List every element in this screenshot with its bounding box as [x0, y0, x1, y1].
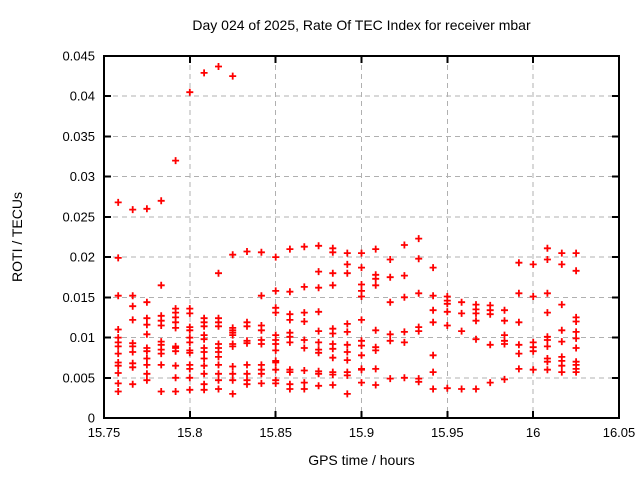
y-tick-labels: 0 0.005 0.01 0.015 0.02 0.025 0.03 0.035 0.04 0.0… [62, 49, 95, 426]
data-points [114, 63, 580, 398]
x-tick-label: 15.9 [349, 425, 374, 440]
y-tick-label: 0.025 [62, 209, 95, 224]
x-tick-label: 16 [526, 425, 540, 440]
y-tick-label: 0.04 [70, 89, 95, 104]
chart-title: Day 024 of 2025, Rate Of TEC Index for r… [192, 17, 531, 33]
x-tick-labels: 15.75 15.8 15.85 15.9 15.95 16 16.05 [88, 425, 636, 440]
y-tick-label: 0.01 [70, 330, 95, 345]
y-tick-label: 0.03 [70, 169, 95, 184]
y-tick-label: 0.02 [70, 250, 95, 265]
y-tick-label: 0.015 [62, 290, 95, 305]
gridlines [104, 56, 619, 418]
x-axis-title: GPS time / hours [308, 452, 415, 468]
y-tick-label: 0.045 [62, 49, 95, 64]
x-tick-label: 15.85 [259, 425, 292, 440]
y-tick-label: 0.005 [62, 370, 95, 385]
x-tick-label: 15.8 [177, 425, 202, 440]
x-tick-label: 15.75 [88, 425, 121, 440]
y-axis-title: ROTI / TECUs [9, 192, 25, 282]
y-tick-label: 0.035 [62, 129, 95, 144]
tick-marks [103, 55, 620, 419]
y-tick-label: 0 [88, 411, 95, 426]
x-tick-label: 16.05 [603, 425, 636, 440]
x-tick-label: 15.95 [431, 425, 464, 440]
